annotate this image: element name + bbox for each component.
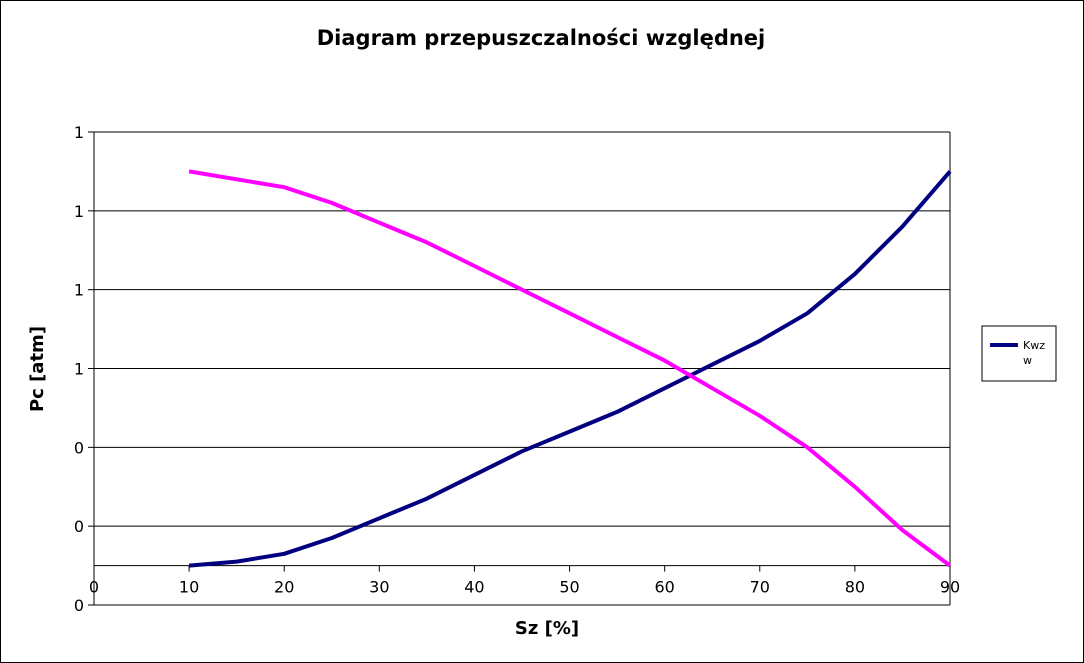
x-axis-title: Sz [%] <box>515 618 579 639</box>
x-tick-label: 20 <box>274 578 294 597</box>
y-tick-label: 1 <box>74 123 84 142</box>
x-tick-label: 70 <box>750 578 770 597</box>
x-tick-label: 30 <box>369 578 389 597</box>
y-tick-label: 0 <box>74 517 84 536</box>
x-tick-label: 80 <box>845 578 865 597</box>
y-tick-label: 1 <box>74 360 84 379</box>
y-tick-label: 1 <box>74 202 84 221</box>
series-line-2 <box>188 169 952 568</box>
x-tick-label: 90 <box>940 578 960 597</box>
legend: Kwz w <box>981 325 1057 382</box>
legend-label-kwz: Kwz <box>1023 339 1045 352</box>
legend-box <box>981 325 1057 382</box>
x-tick-label: 60 <box>654 578 674 597</box>
y-axis-title: Pc [atm] <box>27 326 48 412</box>
x-tick-label: 50 <box>559 578 579 597</box>
x-tick-label: 0 <box>89 578 99 597</box>
x-tick-label: 10 <box>179 578 199 597</box>
chart-title: Diagram przepuszczalności względnej <box>317 26 766 50</box>
series-line-1 <box>188 170 952 568</box>
legend-label-w: w <box>1023 354 1032 367</box>
y-tick-label: 0 <box>74 596 84 615</box>
x-tick-label: 40 <box>464 578 484 597</box>
y-tick-label: 0 <box>74 438 84 457</box>
y-tick-label: 1 <box>74 281 84 300</box>
